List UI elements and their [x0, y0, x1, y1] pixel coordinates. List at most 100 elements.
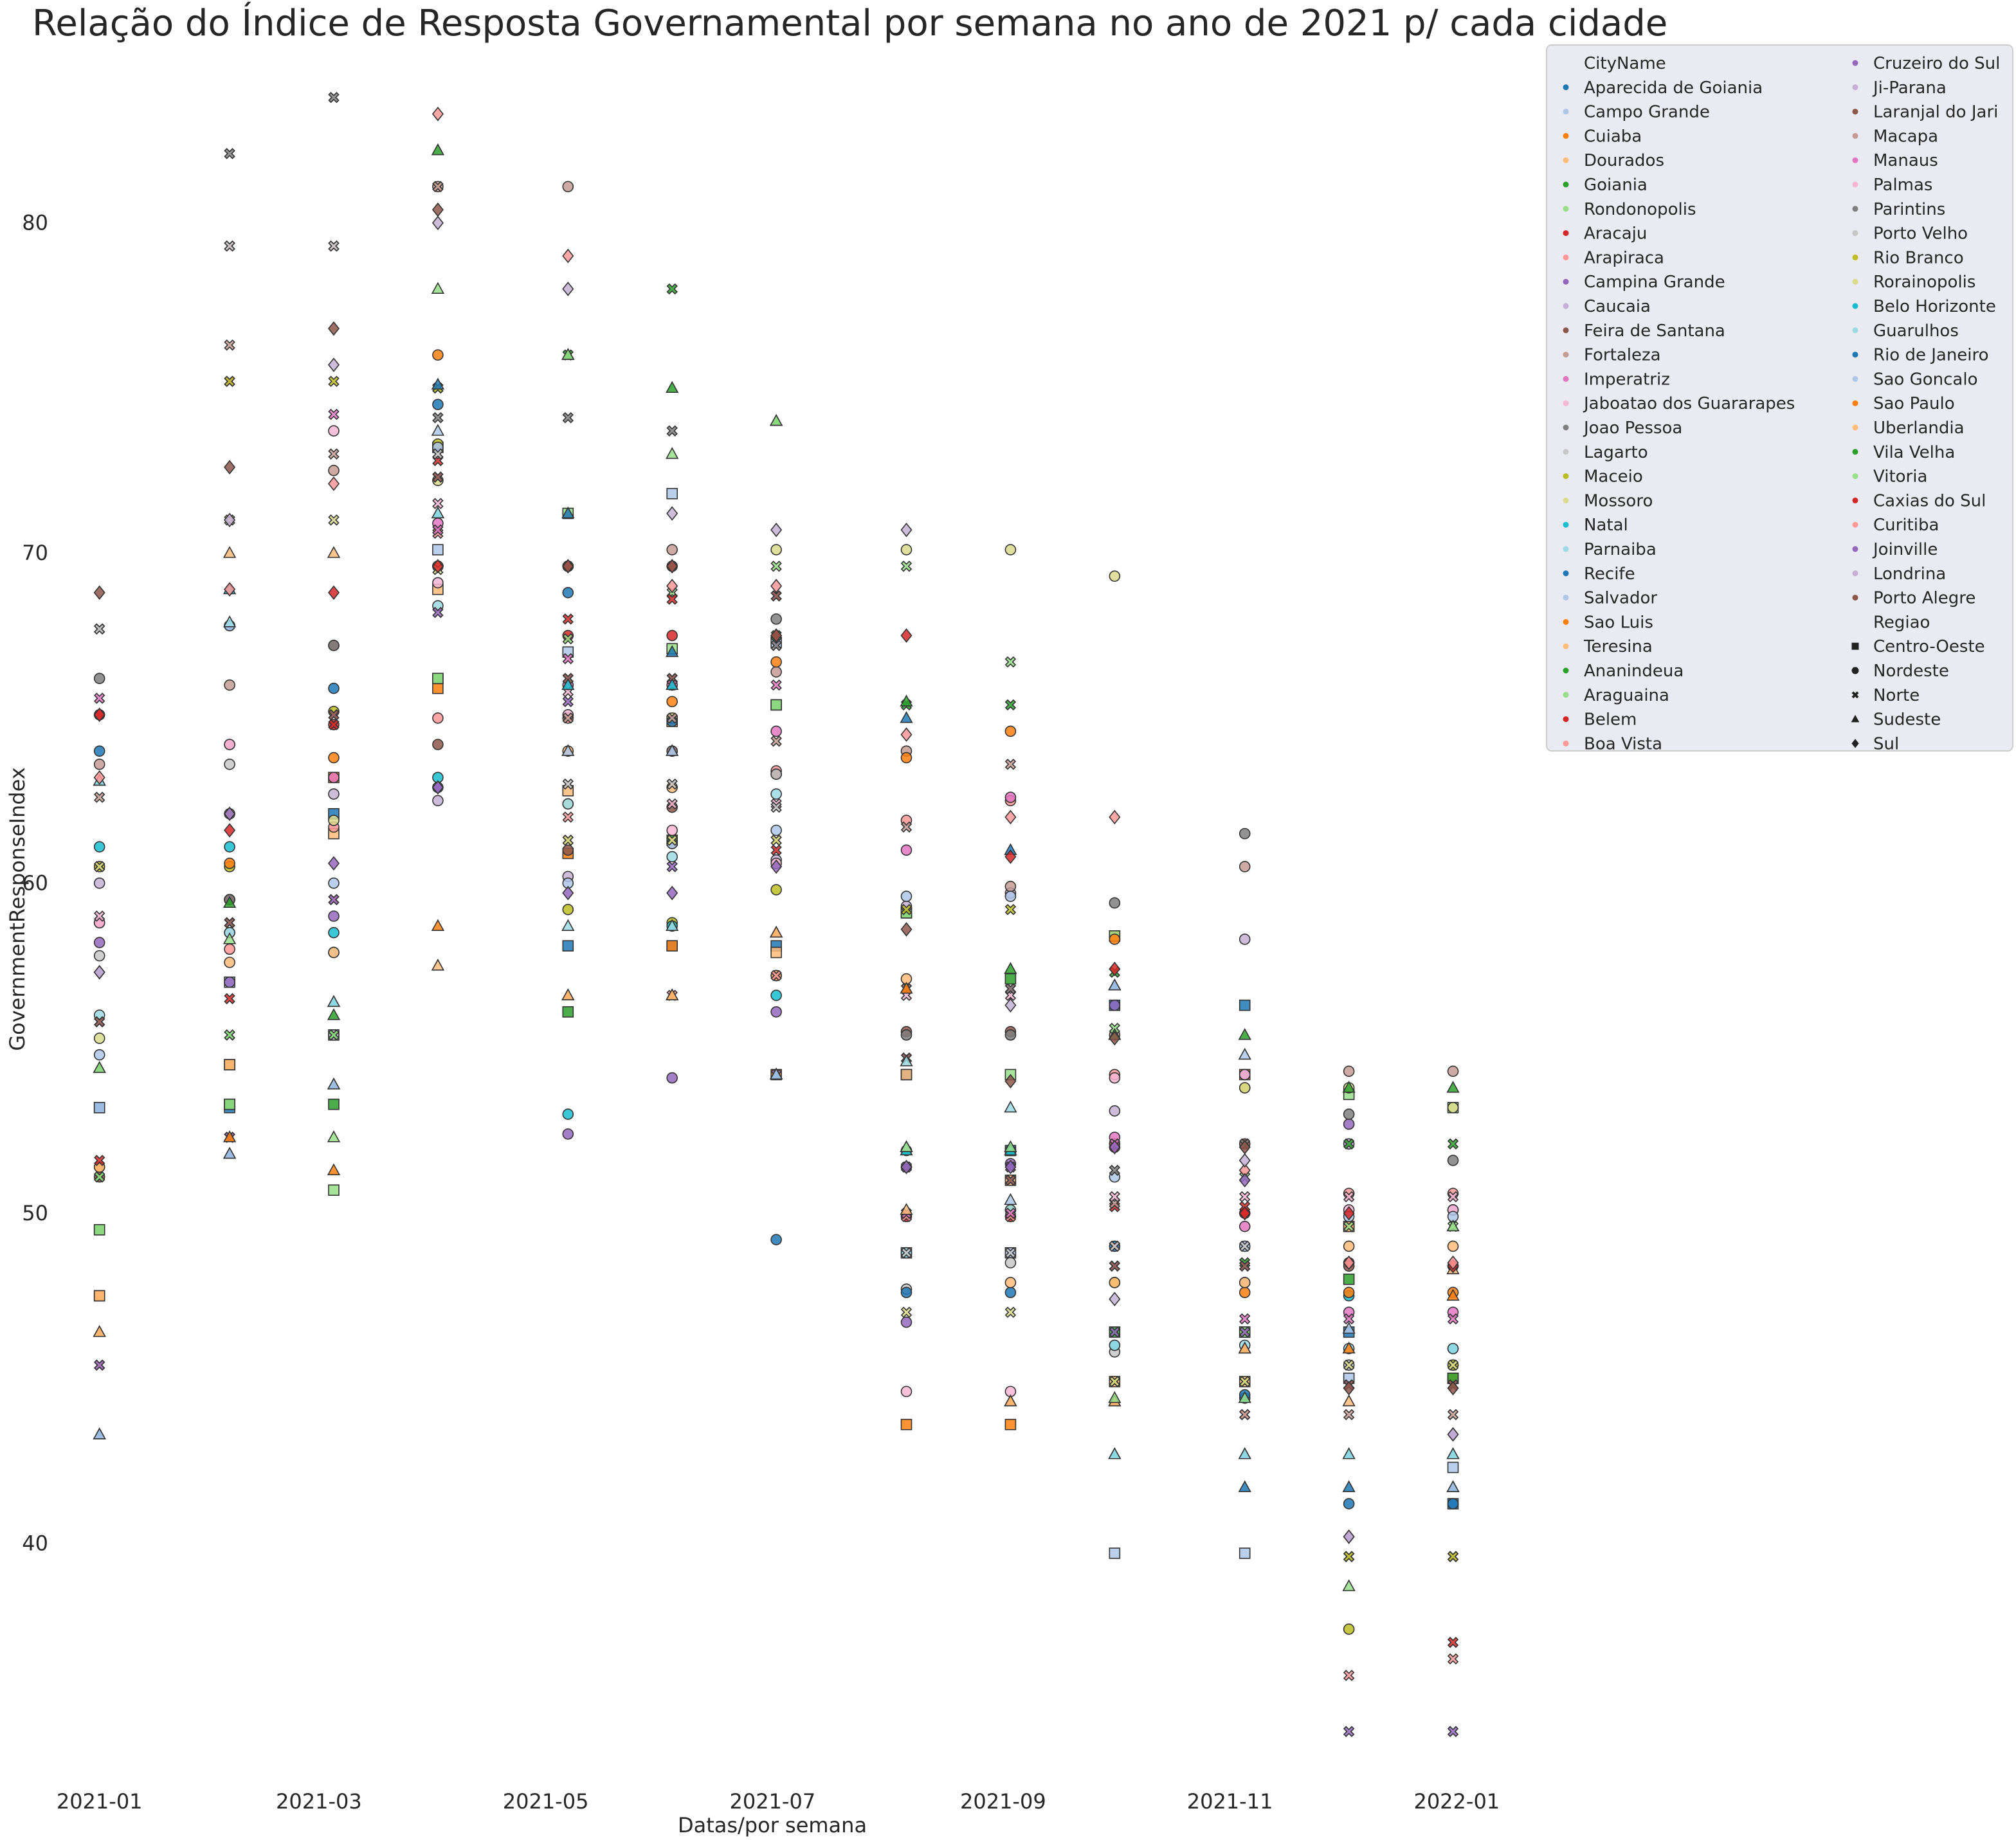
data-point — [1343, 1286, 1355, 1299]
data-point — [1004, 1074, 1017, 1089]
data-point — [1109, 1547, 1121, 1559]
data-point — [1239, 1286, 1251, 1299]
data-point — [1239, 1140, 1251, 1155]
data-point — [328, 709, 340, 721]
data-point — [1109, 1339, 1121, 1351]
legend-entry: Jaboatao dos Guararapes — [1563, 394, 1795, 413]
legend-entry: Macapa — [1852, 127, 1938, 146]
data-point — [432, 411, 444, 424]
data-point — [1108, 1447, 1122, 1459]
data-point — [432, 712, 444, 724]
data-point — [93, 877, 105, 889]
data-point — [900, 821, 913, 833]
data-point — [328, 408, 340, 420]
data-point — [222, 1146, 237, 1159]
legend-label: Sao Paulo — [1873, 394, 1955, 413]
data-point — [1447, 1313, 1459, 1325]
data-point — [431, 424, 445, 436]
data-point — [222, 546, 237, 558]
legend-marker — [1563, 327, 1569, 334]
data-point — [900, 560, 913, 572]
data-point — [1342, 1579, 1356, 1591]
legend-entry: Imperatriz — [1563, 370, 1670, 389]
data-point — [1109, 934, 1121, 945]
data-point — [93, 1061, 106, 1073]
data-point — [1343, 1409, 1355, 1421]
data-point — [1004, 1306, 1017, 1318]
data-point — [432, 672, 444, 685]
data-point — [1004, 962, 1017, 974]
legend-entry: Guarulhos — [1852, 321, 1959, 341]
legend-label: Joinville — [1872, 540, 1938, 559]
data-point — [770, 735, 782, 747]
data-point — [1343, 1726, 1355, 1737]
data-point — [666, 559, 678, 574]
legend-marker — [1563, 546, 1569, 552]
data-point — [328, 815, 340, 826]
data-point — [1239, 1260, 1251, 1272]
data-point — [900, 890, 913, 902]
legend-marker — [1563, 375, 1569, 382]
legend-label: Parnaiba — [1584, 540, 1657, 559]
data-point — [224, 806, 236, 822]
data-point — [1109, 1164, 1121, 1177]
data-point — [222, 896, 237, 908]
data-point — [328, 465, 340, 476]
data-point — [770, 834, 782, 846]
data-point — [562, 633, 574, 645]
data-point — [93, 1223, 105, 1236]
data-point — [770, 768, 782, 780]
legend-entry: Natal — [1563, 516, 1628, 535]
data-point — [328, 640, 340, 651]
data-point — [562, 587, 574, 599]
data-point — [1004, 699, 1017, 711]
data-point — [328, 375, 340, 387]
data-point — [224, 679, 235, 691]
data-point — [1004, 1175, 1017, 1186]
legend-marker — [1852, 375, 1858, 382]
data-point — [432, 606, 444, 618]
x-tick-label: 2021-05 — [503, 1789, 589, 1814]
data-point — [1343, 1670, 1355, 1681]
data-point — [224, 1029, 235, 1041]
data-point — [900, 727, 913, 742]
data-point — [1446, 1219, 1460, 1232]
data-point — [1239, 1547, 1251, 1559]
legend-entry: Aracaju — [1563, 224, 1647, 244]
legend-label: Sudeste — [1873, 710, 1941, 730]
legend-marker — [1852, 132, 1858, 139]
data-point — [1447, 1065, 1459, 1078]
data-point — [900, 1054, 913, 1067]
data-point — [562, 248, 574, 264]
data-point — [562, 798, 574, 810]
data-point — [1239, 1153, 1251, 1168]
data-point — [900, 1203, 913, 1215]
legend-entry: Campina Grande — [1563, 273, 1725, 292]
legend-entry: Vila Velha — [1852, 443, 1955, 462]
data-point — [93, 910, 105, 922]
data-point — [666, 798, 678, 810]
data-point — [770, 788, 782, 800]
data-point — [770, 640, 782, 651]
data-point — [328, 946, 340, 959]
data-point — [1239, 1376, 1251, 1387]
legend-entry: Parintins — [1852, 200, 1945, 219]
x-tick-label: 2021-11 — [1187, 1789, 1273, 1814]
data-point — [1343, 1255, 1355, 1270]
data-point — [666, 940, 678, 952]
data-point — [770, 801, 782, 813]
legend-label: Lagarto — [1584, 443, 1648, 462]
data-point — [1109, 1277, 1121, 1288]
data-point — [1343, 1623, 1355, 1635]
data-point — [432, 448, 444, 460]
data-point — [666, 283, 678, 295]
data-point — [1343, 1498, 1355, 1510]
legend-marker — [1852, 595, 1858, 601]
data-point — [1343, 1220, 1355, 1232]
legend-entry: Ji-Parana — [1852, 78, 1947, 98]
data-point — [1004, 880, 1017, 892]
legend-label: Uberlandia — [1873, 419, 1965, 438]
data-point — [1239, 934, 1251, 945]
data-point — [900, 752, 913, 764]
